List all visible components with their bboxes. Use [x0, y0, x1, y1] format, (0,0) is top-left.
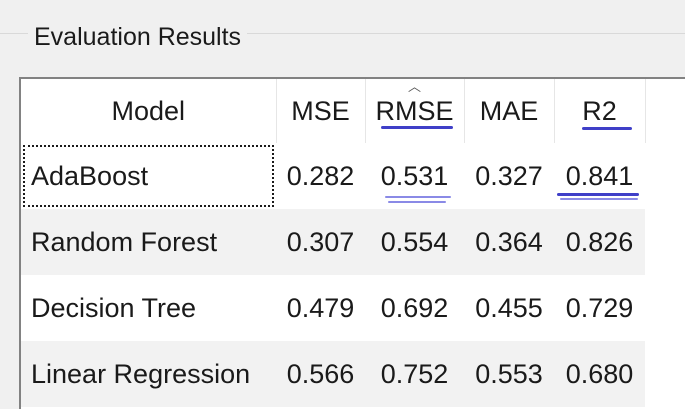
cell-mae: 0.553	[464, 341, 554, 407]
table-header-row: Model MSE ︿ RMSE MAE R2	[21, 79, 646, 143]
cell-rmse: 0.752	[365, 341, 464, 407]
evaluation-results-table[interactable]: Model MSE ︿ RMSE MAE R2 AdaBoost 0.282 0…	[19, 77, 685, 409]
column-header-rmse[interactable]: ︿ RMSE	[365, 79, 465, 143]
cell-r2: 0.826	[554, 209, 645, 275]
header-label: R2	[582, 95, 617, 126]
results-table: Model MSE ︿ RMSE MAE R2 AdaBoost 0.282 0…	[21, 79, 646, 407]
cell-mse: 0.282	[286, 160, 355, 191]
header-label: RMSE	[375, 95, 454, 126]
group-title: Evaluation Results	[28, 20, 248, 54]
pen-underline-rmse-header	[381, 126, 453, 129]
header-label: Model	[111, 95, 186, 126]
cell-model: Linear Regression	[21, 341, 276, 407]
pen-underline-rmse-value-2	[388, 201, 446, 203]
cell-model: Decision Tree	[31, 292, 197, 323]
header-label: MSE	[291, 95, 350, 126]
pen-underline-r2-value-2	[560, 198, 638, 200]
cell-mse: 0.307	[276, 209, 365, 275]
cell-r2: 0.729	[565, 292, 634, 323]
cell-mae: 0.364	[464, 209, 554, 275]
cell-r2: 0.841	[565, 160, 634, 191]
cell-model: AdaBoost	[21, 143, 276, 209]
groupbox-border	[0, 33, 685, 34]
table-row[interactable]: Decision Tree 0.479 0.692 0.455 0.729	[21, 275, 645, 341]
pen-underline-r2-value	[557, 193, 639, 196]
sort-ascending-icon: ︿	[407, 79, 422, 94]
cell-model: Random Forest	[21, 209, 276, 275]
cell-mae: 0.327	[475, 160, 543, 191]
table-row[interactable]: Random Forest 0.307 0.554 0.364 0.826	[21, 209, 645, 275]
cell-r2: 0.680	[554, 341, 645, 407]
table-row[interactable]: Linear Regression 0.566 0.752 0.553 0.68…	[21, 341, 645, 407]
cell-rmse: 0.692	[380, 292, 449, 323]
pen-underline-rmse-value	[385, 196, 451, 198]
column-header-mae[interactable]: MAE	[464, 79, 555, 143]
column-header-r2[interactable]: R2	[554, 79, 646, 143]
pen-underline-r2-header	[582, 127, 632, 130]
cell-rmse: 0.531	[380, 160, 449, 191]
cell-rmse: 0.554	[365, 209, 464, 275]
table-row[interactable]: AdaBoost 0.282 0.531 0.327 0.841	[21, 143, 645, 209]
column-header-mse[interactable]: MSE	[276, 79, 366, 143]
column-header-model[interactable]: Model	[21, 79, 277, 143]
header-label: MAE	[479, 95, 539, 126]
cell-mae: 0.455	[475, 292, 543, 323]
cell-mse: 0.566	[276, 341, 365, 407]
cell-mse: 0.479	[286, 292, 355, 323]
